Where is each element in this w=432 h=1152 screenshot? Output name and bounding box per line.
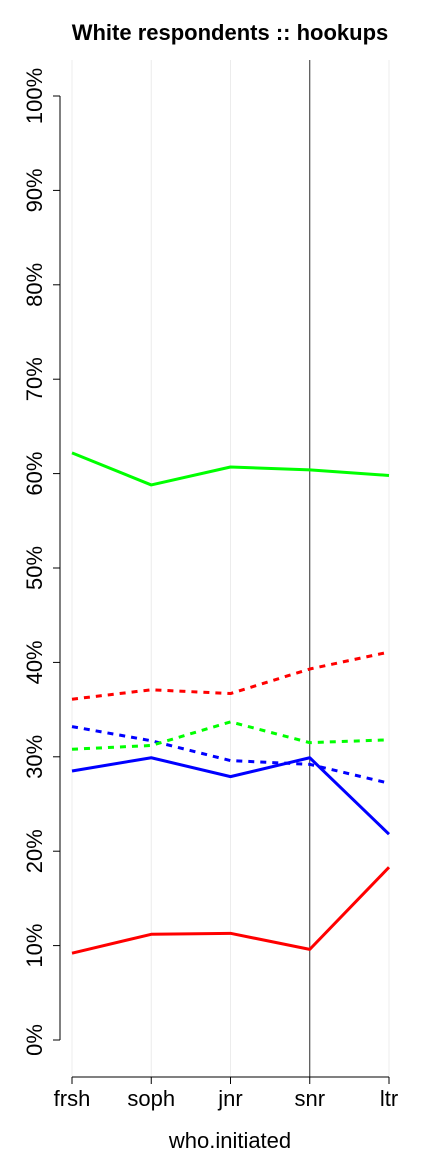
y-tick-label: 100% (22, 68, 47, 124)
series-lines (71, 451, 391, 955)
series-line-2 (71, 725, 390, 785)
x-tick-label-snr: snr (294, 1086, 325, 1111)
x-tick-label-soph: soph (127, 1086, 175, 1111)
y-tick-label: 80% (22, 263, 47, 307)
y-tick-label: 0% (22, 1024, 47, 1056)
x-tick-label-frsh: frsh (54, 1086, 91, 1111)
y-tick-label: 60% (22, 452, 47, 496)
y-tick-label: 50% (22, 546, 47, 590)
y-tick-label: 90% (22, 168, 47, 212)
y-tick-label: 70% (22, 357, 47, 401)
y-axis: 0% 10% 20% 30% 40% 50% 60% 70% 80% 90% 100% (22, 68, 61, 1056)
x-tick-label-ltr: ltr (380, 1086, 398, 1111)
y-tick-label: 10% (22, 924, 47, 968)
chart-title: White respondents :: hookups (72, 20, 389, 45)
y-tick-label: 40% (22, 640, 47, 684)
y-tick-label: 30% (22, 735, 47, 779)
x-tick-label-jnr: jnr (217, 1086, 242, 1111)
y-tick-label: 20% (22, 829, 47, 873)
x-axis-label: who.initiated (168, 1128, 291, 1152)
series-line-3 (71, 720, 390, 751)
x-axis: frsh soph jnr snr ltr (54, 1076, 398, 1111)
vertical-grid (71, 60, 390, 1077)
